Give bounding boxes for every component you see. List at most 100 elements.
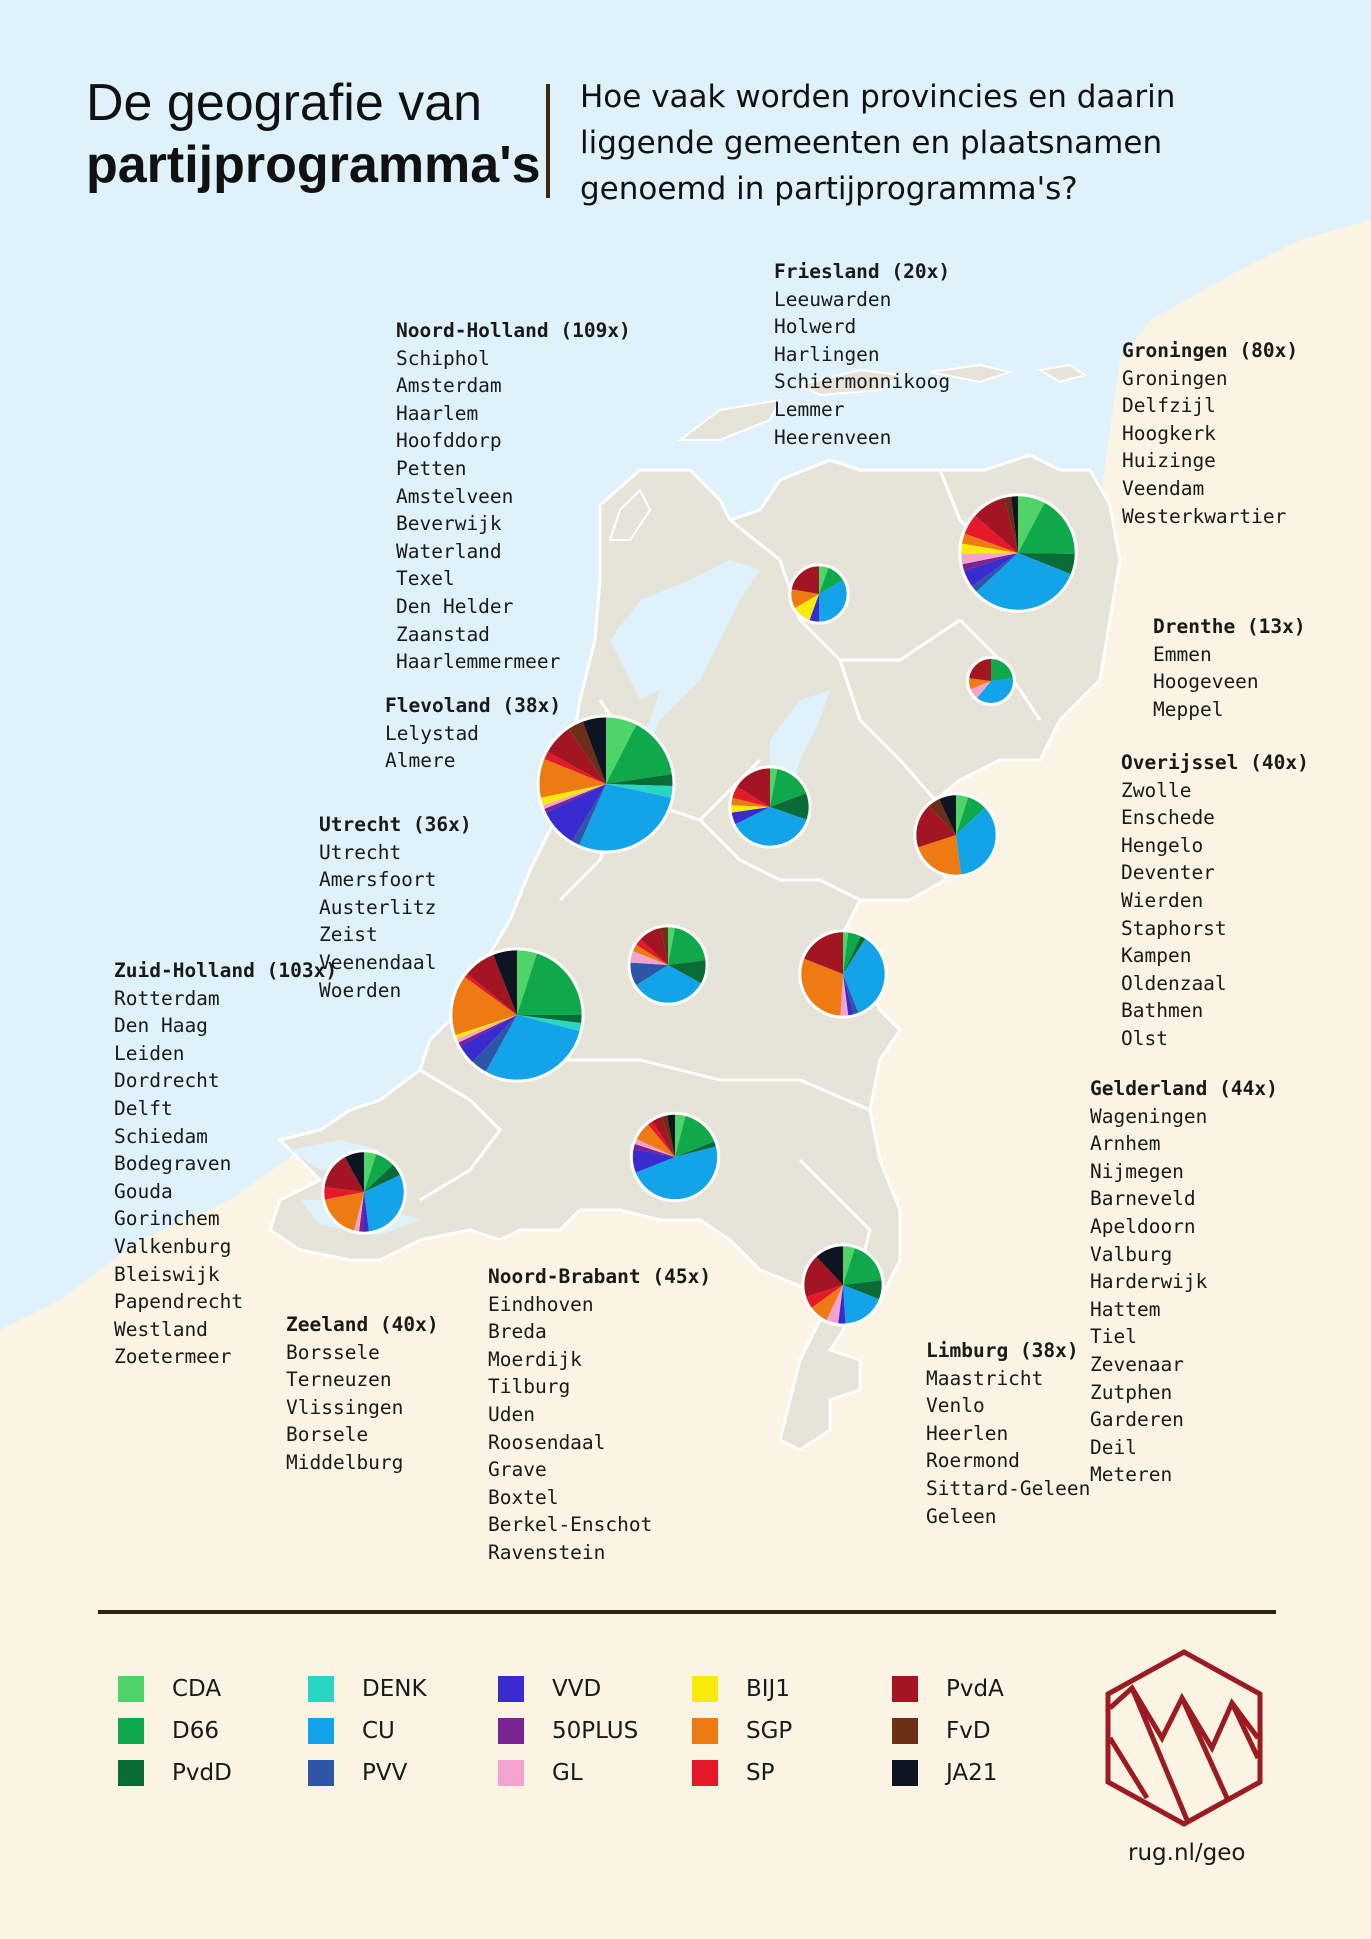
place-name: Utrecht xyxy=(319,840,402,864)
place-name: Hengelo xyxy=(1121,833,1204,857)
place-name: Rotterdam xyxy=(114,986,220,1010)
place-name: Middelburg xyxy=(286,1450,404,1474)
pie-slice-ja21 xyxy=(666,1113,675,1157)
pie-slice-vvd xyxy=(631,1148,675,1174)
legend-swatch xyxy=(308,1676,334,1702)
pie-slice-sgp xyxy=(810,1285,843,1322)
pie-slice-fvd xyxy=(568,720,606,784)
place-name: Westerkwartier xyxy=(1122,504,1287,528)
pie-outline xyxy=(913,792,999,878)
pie-slice-cda xyxy=(517,948,538,1015)
pie-slice-pvdd xyxy=(843,1279,884,1300)
legend-item-sgp: SGP xyxy=(692,1718,792,1744)
pie-slice-vvd xyxy=(843,974,854,1017)
legend-swatch xyxy=(308,1718,334,1744)
pie-slice-cda xyxy=(770,766,778,807)
province-heading: Gelderland (44x) xyxy=(1090,1077,1278,1100)
legend-swatch xyxy=(308,1760,334,1786)
pie-drenthe xyxy=(966,656,1016,706)
province-label-overijssel: Overijssel (40x) Zwolle Enschede Hengelo Dev… xyxy=(1121,749,1309,1053)
place-name: Amersfoort xyxy=(319,868,437,892)
pie-slice-sgp xyxy=(729,797,770,807)
pie-charts xyxy=(321,493,1078,1327)
legend-label: 50PLUS xyxy=(552,1718,639,1744)
title-line-1: De geografie van xyxy=(86,74,483,132)
pie-slice-gl xyxy=(353,1192,364,1233)
pie-slice-cda xyxy=(1018,494,1046,553)
place-name: Schiedam xyxy=(114,1124,208,1148)
place-name: Meppel xyxy=(1153,697,1224,721)
place-name: Heerenveen xyxy=(774,425,892,449)
pie-slice-pvdd xyxy=(1018,553,1077,575)
pie-slice-cda xyxy=(956,793,969,835)
place-name: Beverwijk xyxy=(396,512,502,536)
place-name: Kampen xyxy=(1121,944,1192,968)
place-name: Lemmer xyxy=(774,397,845,421)
pie-slice-vvd xyxy=(544,784,606,843)
place-name: Deventer xyxy=(1121,861,1215,885)
legend-label: PvdD xyxy=(172,1760,232,1786)
pie-outline xyxy=(321,1149,407,1235)
place-name: Berkel-Enschot xyxy=(488,1513,653,1537)
place-name: Valkenburg xyxy=(114,1234,232,1258)
place-name: Westland xyxy=(114,1317,208,1341)
place-name: Venlo xyxy=(926,1394,985,1418)
legend-label: DENK xyxy=(362,1676,427,1702)
title-divider xyxy=(546,84,550,198)
place-name: Petten xyxy=(396,456,467,480)
place-name: Bodegraven xyxy=(114,1152,232,1176)
place-name: Den Haag xyxy=(114,1014,208,1038)
pie-limburg xyxy=(801,1243,885,1327)
pie-outline xyxy=(728,765,812,849)
province-heading: Friesland (20x) xyxy=(774,260,951,283)
place-name: Emmen xyxy=(1153,642,1212,666)
province-heading: Utrecht (36x) xyxy=(319,813,472,836)
legend-label: GL xyxy=(552,1760,583,1786)
place-name: Meteren xyxy=(1090,1463,1173,1487)
pie-slice-cu xyxy=(635,965,703,1005)
pie-slice-cu xyxy=(975,553,1073,612)
province-heading: Overijssel (40x) xyxy=(1121,751,1309,774)
pie-slice-cda xyxy=(364,1150,377,1192)
pie-slice-ja21 xyxy=(344,1150,364,1192)
legend-item-d66: D66 xyxy=(118,1718,219,1744)
pie-slice-pvda xyxy=(967,657,991,681)
place-name: Lelystad xyxy=(385,721,479,745)
legend-swatch xyxy=(498,1718,524,1744)
place-name: Grave xyxy=(488,1458,547,1482)
pie-slice-d66 xyxy=(956,795,987,835)
pie-slice-denk xyxy=(606,784,674,799)
place-name: Enschede xyxy=(1121,806,1215,830)
place-name: Hoogeveen xyxy=(1153,670,1259,694)
place-name: Apeldoorn xyxy=(1090,1214,1196,1238)
legend-label: CDA xyxy=(172,1676,222,1702)
pie-slice-bij1 xyxy=(959,543,1018,554)
legend-item-pvv: PVV xyxy=(308,1760,407,1786)
province-label-groningen: Groningen (80x) Groningen Delfzijl Hoogkerk… xyxy=(1122,337,1298,530)
pie-slice-50plus xyxy=(358,1192,364,1234)
pie-slice-pvdd xyxy=(843,934,867,974)
province-label-friesland: Friesland (20x) Leeuwarden Holwerd Harlinge… xyxy=(774,258,950,451)
pie-slice-ja21 xyxy=(1010,494,1018,553)
province-label-gelderland: Gelderland (44x) Wageningen Arnhem Nijmegen… xyxy=(1090,1075,1278,1489)
pie-overijssel xyxy=(913,792,999,878)
legend-item-gl: GL xyxy=(498,1760,583,1786)
pie-slice-vvd xyxy=(730,807,770,825)
legend-swatch xyxy=(892,1676,918,1702)
province-label-noord-holland: Noord-Holland (109x) Schiphol Amsterdam Haa… xyxy=(396,317,631,676)
pie-slice-pvv xyxy=(843,974,859,1016)
legend-label: PVV xyxy=(362,1760,408,1786)
place-name: Moerdijk xyxy=(488,1347,582,1371)
legend-swatch xyxy=(692,1676,718,1702)
place-name: Veendam xyxy=(1122,476,1205,500)
pie-outline xyxy=(798,929,888,1019)
pie-slice-fvd xyxy=(927,797,956,835)
footer-url[interactable]: rug.nl/geo xyxy=(1128,1840,1246,1866)
pie-slice-cda xyxy=(843,930,849,974)
pie-outline xyxy=(536,714,676,854)
legend-item-pvda: PvdA xyxy=(892,1676,1004,1702)
pie-slice-cda xyxy=(843,1244,856,1285)
place-name: Schiphol xyxy=(396,346,490,370)
legend-swatch xyxy=(892,1760,918,1786)
